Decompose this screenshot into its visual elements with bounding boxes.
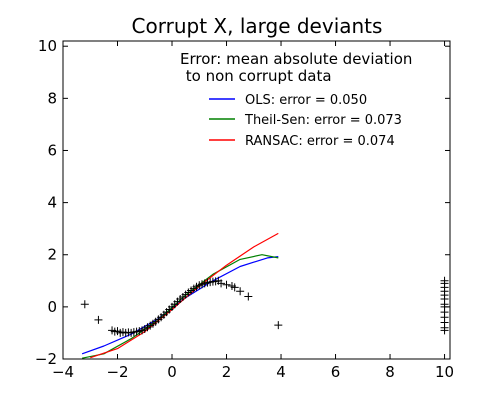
- x-tick-label: 0: [167, 363, 177, 381]
- plot-area: [80, 232, 449, 359]
- legend-label-ols: OLS: error = 0.050: [245, 93, 367, 108]
- x-tick-label: 6: [331, 363, 341, 381]
- x-tick-label: −4: [52, 363, 74, 381]
- x-axis: −4 −2 0 2 4 6 8 10: [52, 41, 454, 381]
- data-point: [440, 326, 449, 335]
- data-point: [230, 283, 239, 292]
- data-point: [244, 292, 253, 301]
- data-point: [236, 287, 245, 296]
- data-point: [222, 280, 231, 289]
- x-tick-label: 8: [385, 363, 395, 381]
- x-tick-label: 2: [222, 363, 232, 381]
- series-line-0: [81, 256, 279, 355]
- x-tick-label: 10: [435, 363, 454, 381]
- plot-frame: [62, 40, 451, 360]
- legend-label-theil-sen: Theil-Sen: error = 0.073: [244, 113, 402, 128]
- data-point: [274, 321, 283, 330]
- data-point: [217, 279, 226, 288]
- x-tick-label: 4: [276, 363, 286, 381]
- x-tick-label: −2: [106, 363, 128, 381]
- y-tick-label: 0: [47, 298, 57, 316]
- y-tick-label: 10: [38, 37, 57, 55]
- chart-title: Corrupt X, large deviants: [132, 14, 383, 38]
- legend-label-ransac: RANSAC: error = 0.074: [245, 134, 395, 149]
- y-tick-label: 2: [47, 246, 57, 264]
- y-tick-label: 6: [47, 141, 57, 159]
- y-tick-label: −2: [35, 350, 57, 368]
- legend-title-line-2: to non corrupt data: [181, 67, 332, 85]
- data-point: [80, 300, 89, 309]
- data-point: [94, 315, 103, 324]
- legend: Error: mean absolute deviation to non co…: [180, 50, 412, 149]
- y-axis: −2 0 2 4 6 8 10: [35, 37, 450, 368]
- data-point: [440, 276, 449, 285]
- y-tick-label: 4: [47, 194, 57, 212]
- legend-title-line-1: Error: mean absolute deviation: [180, 50, 412, 68]
- y-tick-label: 8: [47, 89, 57, 107]
